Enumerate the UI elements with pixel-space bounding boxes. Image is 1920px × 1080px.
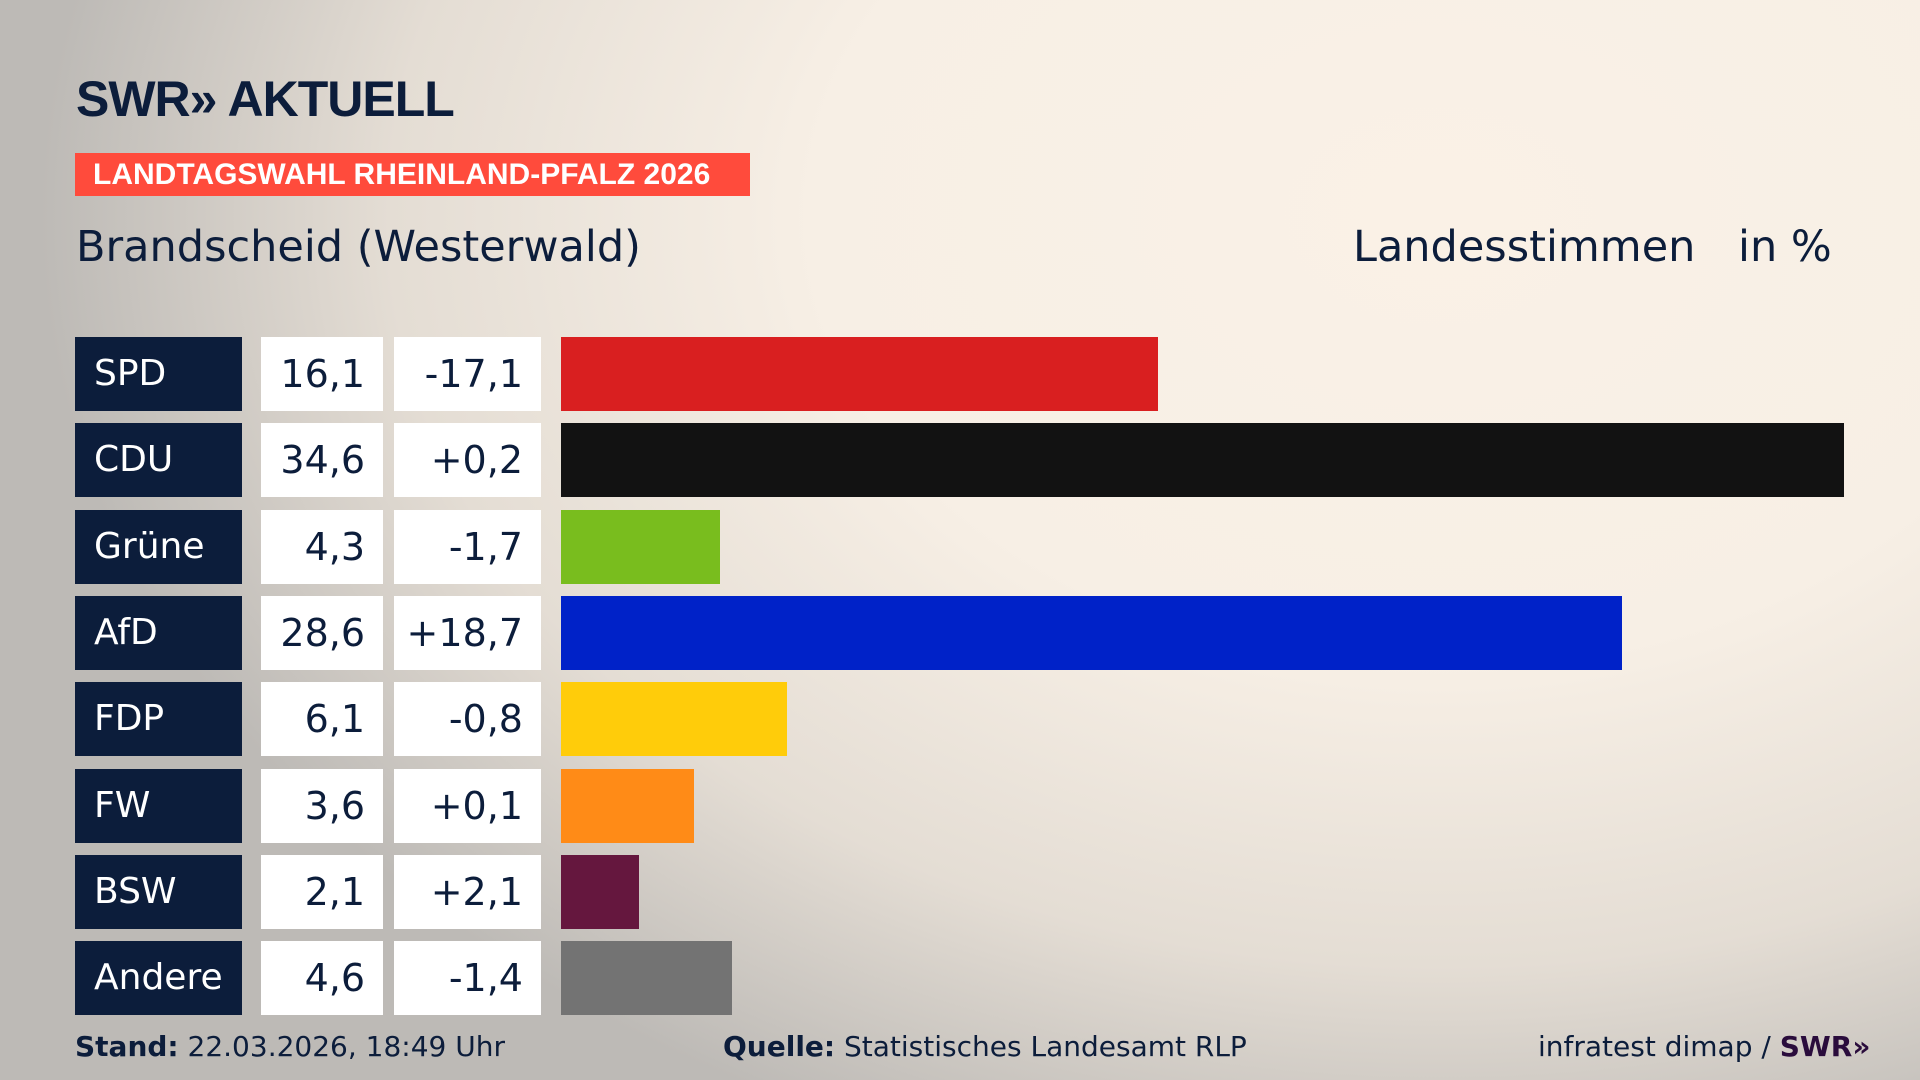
region-title: Brandscheid (Westerwald): [76, 222, 641, 272]
party-value: 16,1: [261, 337, 383, 411]
party-bar: [561, 337, 1158, 411]
source-label: Quelle:: [723, 1030, 836, 1063]
party-bar: [561, 768, 695, 843]
party-value: 4,6: [261, 941, 383, 1016]
party-bar: [561, 509, 721, 584]
party-diff: +18,7: [394, 595, 541, 670]
stand-label: Stand:: [75, 1030, 179, 1063]
source-value: Statistisches Landesamt RLP: [844, 1030, 1247, 1063]
party-bar: [561, 854, 639, 929]
party-diff: +2,1: [394, 854, 541, 929]
party-bar: [561, 682, 788, 757]
party-name: Grüne: [75, 509, 242, 584]
party-name: CDU: [75, 423, 242, 498]
swr-small-logo: SWR»: [1779, 1030, 1871, 1063]
party-name: FW: [75, 768, 242, 843]
timestamp: Stand: 22.03.2026, 18:49 Uhr: [75, 1030, 505, 1063]
swr-aktuell-logo: SWR» AKTUELL: [76, 71, 455, 127]
source: Quelle: Statistisches Landesamt RLP: [723, 1030, 1247, 1063]
party-name: Andere: [75, 941, 242, 1016]
party-bar: [561, 941, 732, 1016]
party-name: SPD: [75, 337, 242, 411]
credit: infratest dimap / SWR»: [1538, 1030, 1870, 1063]
election-banner: LANDTAGSWAHL RHEINLAND-PFALZ 2026: [75, 153, 750, 196]
party-value: 6,1: [261, 682, 383, 757]
party-diff: -1,4: [394, 941, 541, 1016]
vote-type-label: Landesstimmen: [1353, 222, 1696, 272]
party-name: AfD: [75, 595, 242, 670]
credit-text: infratest dimap /: [1538, 1030, 1771, 1063]
party-diff: +0,1: [394, 768, 541, 843]
party-value: 3,6: [261, 768, 383, 843]
party-name: FDP: [75, 682, 242, 757]
stand-value: 22.03.2026, 18:49 Uhr: [187, 1030, 505, 1063]
party-diff: -1,7: [394, 509, 541, 584]
party-value: 2,1: [261, 854, 383, 929]
party-name: BSW: [75, 854, 242, 929]
party-diff: -17,1: [394, 337, 541, 411]
unit-label: in %: [1738, 222, 1832, 272]
party-value: 4,3: [261, 509, 383, 584]
party-value: 28,6: [261, 595, 383, 670]
party-diff: +0,2: [394, 423, 541, 498]
party-bar: [561, 595, 1622, 670]
party-value: 34,6: [261, 423, 383, 498]
party-bar: [561, 423, 1844, 498]
party-diff: -0,8: [394, 682, 541, 757]
